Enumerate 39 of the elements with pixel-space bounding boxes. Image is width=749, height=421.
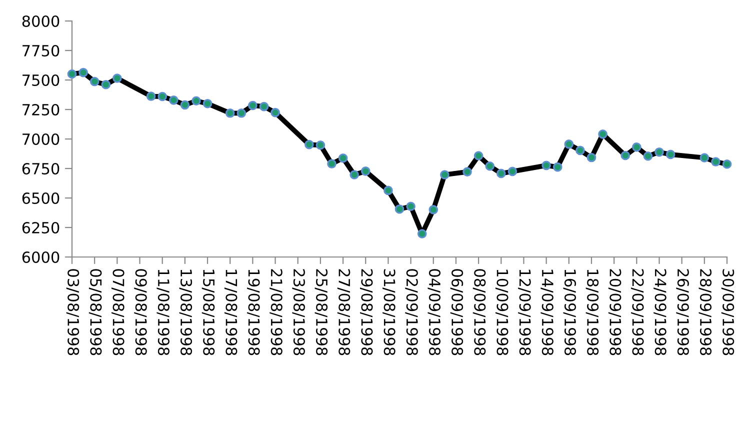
x-tick-label: 12/09/1998 xyxy=(518,270,531,356)
y-tick-label: 7500 xyxy=(22,74,60,86)
x-tick-label: 05/08/1998 xyxy=(88,269,102,356)
y-tick-label: 7750 xyxy=(22,44,60,57)
x-tick-label: 25/08/1998 xyxy=(314,269,328,356)
x-tick-label: 20/09/1998 xyxy=(608,269,622,356)
x-tick-label: 15/08/1998 xyxy=(202,270,215,356)
y-tick-label: 6500 xyxy=(22,192,60,204)
x-tick-label: 04/09/1998 xyxy=(428,269,441,356)
x-tick-label: 06/09/1998 xyxy=(450,269,464,356)
x-tick-label: 03/08/1998 xyxy=(66,269,80,356)
y-tick-label: 8000 xyxy=(22,15,60,28)
x-tick-label: 11/08/1998 xyxy=(156,270,170,356)
x-tick-label: 02/09/1998 xyxy=(405,269,418,356)
y-tick-label: 6750 xyxy=(22,162,60,175)
x-tick-label: 31/08/1998 xyxy=(382,269,396,356)
x-tick-label: 08/09/1998 xyxy=(472,269,486,356)
x-tick-label: 10/09/1998 xyxy=(496,270,508,356)
y-tick-label: 6250 xyxy=(22,222,60,234)
x-tick-label: 28/09/1998 xyxy=(698,269,712,356)
x-tick-label: 19/08/1998 xyxy=(247,270,260,356)
y-tick-label: 7250 xyxy=(22,104,60,116)
x-tick-label: 07/08/1998 xyxy=(112,269,124,356)
y-tick-label: 6000 xyxy=(22,251,60,264)
x-tick-label: 09/08/1998 xyxy=(134,269,147,356)
x-tick-label: 24/09/1998 xyxy=(654,269,666,356)
x-tick-label: 18/09/1998 xyxy=(586,270,599,356)
x-tick-label: 30/09/1998 xyxy=(721,269,734,356)
x-tick-label: 16/09/1998 xyxy=(563,270,576,356)
x-tick-label: 21/08/1998 xyxy=(270,269,282,356)
x-tick-label: 22/09/1998 xyxy=(631,269,644,356)
x-tick-label: 14/09/1998 xyxy=(540,270,554,356)
x-tick-label: 29/08/1998 xyxy=(360,269,373,356)
x-tick-label: 26/09/1998 xyxy=(676,269,689,356)
x-tick-label: 23/08/1998 xyxy=(292,269,305,356)
x-tick-label: 13/08/1998 xyxy=(179,270,192,356)
y-tick-label: 7000 xyxy=(22,133,60,146)
x-tick-label: 17/08/1998 xyxy=(224,270,238,356)
x-tick-label: 27/08/1998 xyxy=(337,269,350,356)
